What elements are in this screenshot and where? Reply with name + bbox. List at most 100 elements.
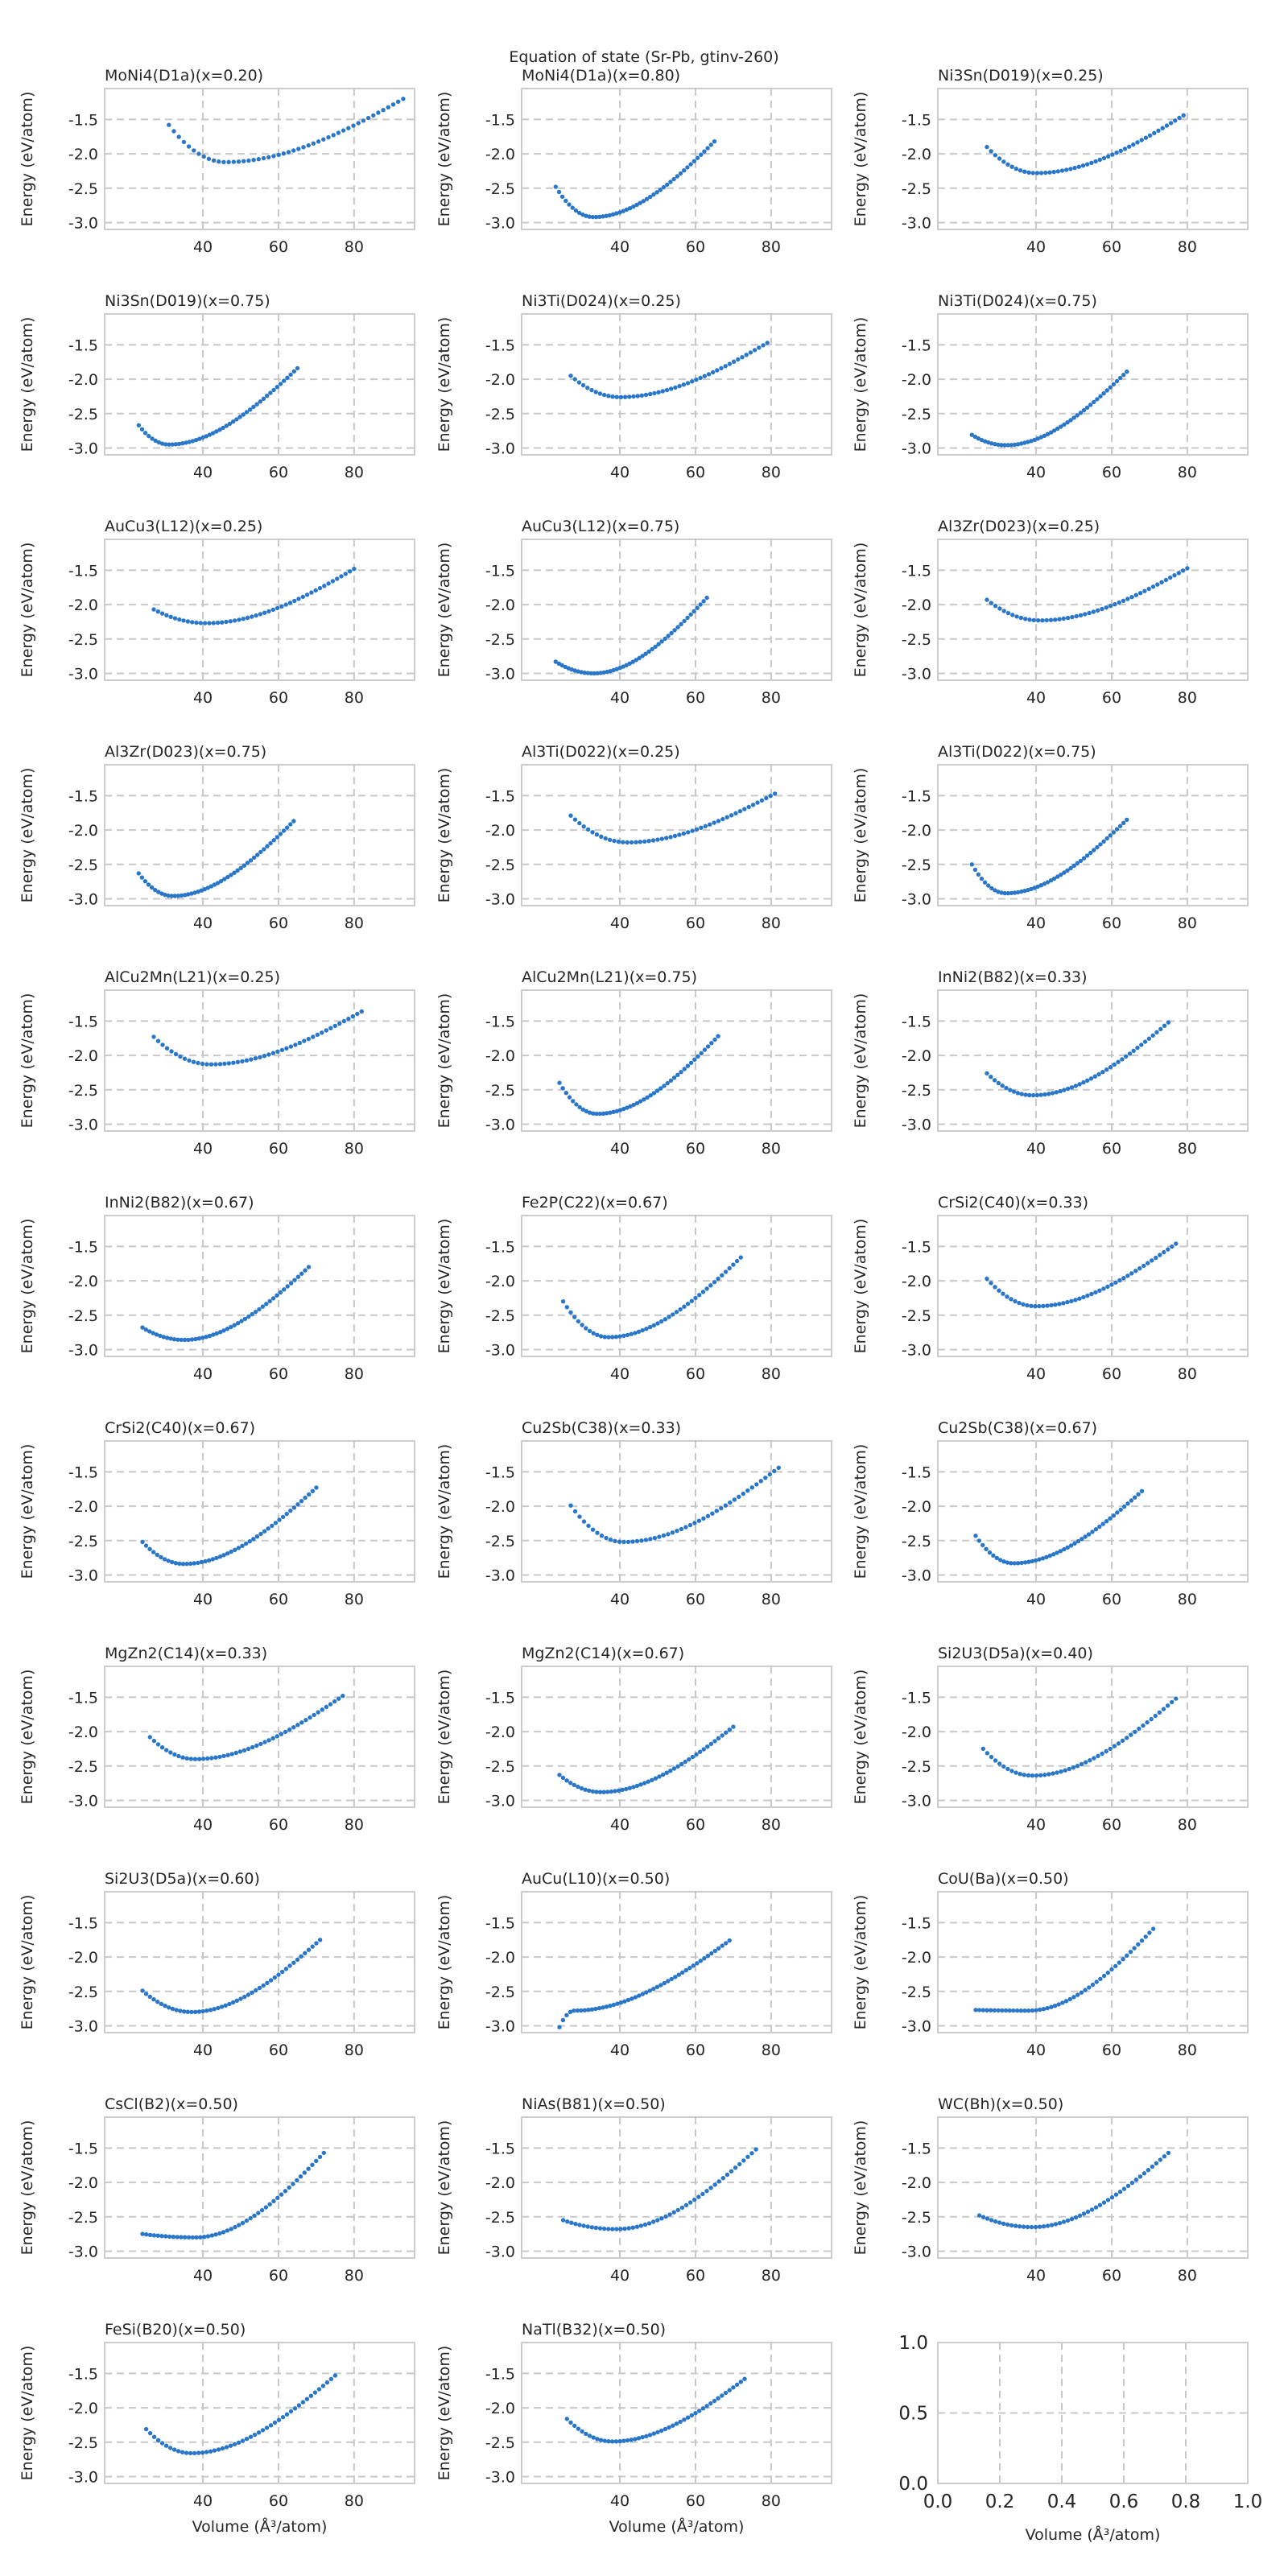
data-point — [296, 597, 301, 601]
data-point — [682, 168, 687, 173]
data-point — [590, 1527, 596, 1532]
data-point — [652, 1535, 658, 1541]
data-point — [685, 1063, 691, 1068]
y-tick-label: -1.5 — [485, 1914, 515, 1932]
data-point — [171, 2447, 177, 2452]
data-point — [1164, 123, 1170, 128]
data-point — [231, 419, 236, 424]
data-point — [221, 425, 225, 431]
data-point — [273, 1521, 279, 1525]
data-point — [1100, 1751, 1104, 1757]
y-tick-label: -2.0 — [902, 597, 931, 614]
data-point — [245, 615, 250, 621]
data-point — [1049, 1302, 1054, 1308]
data-point — [275, 1049, 280, 1055]
data-point — [1098, 842, 1103, 847]
data-point — [993, 1285, 997, 1290]
data-point — [244, 410, 250, 415]
panel-title: CoU(Ba)(x=0.50) — [938, 1870, 1069, 1888]
data-point — [160, 1042, 165, 1047]
x-tick-label: 80 — [1178, 1140, 1197, 1158]
data-point — [278, 1290, 283, 1295]
data-point — [1133, 1495, 1137, 1500]
data-point — [287, 2185, 291, 2190]
data-point — [1098, 1976, 1103, 1981]
data-point — [264, 2425, 270, 2430]
plot-frame — [937, 88, 1249, 230]
data-point — [1012, 442, 1018, 448]
data-point — [1001, 609, 1006, 613]
plot-frame — [104, 989, 415, 1132]
data-point — [1041, 1303, 1046, 1309]
data-point — [292, 2406, 298, 2411]
data-point — [208, 1062, 214, 1067]
y-tick-label: -2.5 — [485, 2434, 515, 2452]
data-point — [605, 1111, 609, 1116]
data-point — [278, 832, 283, 836]
x-tick-label: 80 — [762, 1591, 781, 1608]
data-point — [712, 1739, 717, 1744]
panel-title: Ni3Ti(D024)(x=0.25) — [522, 292, 681, 310]
data-point — [306, 2166, 311, 2171]
data-point — [591, 1331, 596, 1335]
data-point — [1042, 1092, 1047, 1097]
x-tick-label: 80 — [762, 2492, 781, 2510]
y-tick-label: -3.0 — [485, 2468, 515, 2486]
data-point — [170, 2006, 175, 2012]
y-tick-label: -3.0 — [902, 665, 931, 683]
data-point — [683, 2202, 689, 2207]
y-axis-label: Energy (eV/atom) — [19, 1670, 36, 1805]
data-point — [236, 2440, 242, 2445]
data-point — [1051, 1552, 1056, 1557]
data-point — [365, 115, 371, 121]
data-point — [341, 1018, 346, 1024]
data-point — [614, 1108, 619, 1114]
data-point — [1002, 443, 1007, 448]
data-point — [1079, 1761, 1084, 1767]
data-point — [221, 2230, 226, 2235]
data-point — [1125, 1501, 1130, 1506]
data-point — [1027, 617, 1032, 622]
data-point — [1095, 844, 1100, 850]
data-point — [1089, 160, 1094, 165]
data-point — [1090, 1982, 1096, 1988]
eos-panel: 40 60 80-1.5-2.0-2.5-3.0CrSi2(C40)(x=0.67)… — [19, 1419, 415, 1608]
data-point — [147, 2232, 153, 2237]
data-point — [597, 214, 602, 219]
eos-panel: 40 60 80-1.5-2.0-2.5-3.0CrSi2(C40)(x=0.33)… — [852, 1194, 1249, 1383]
data-point — [997, 606, 1002, 611]
data-point — [180, 1562, 186, 1567]
data-point — [690, 379, 695, 384]
data-point — [571, 1099, 576, 1104]
data-point — [553, 184, 558, 189]
data-point — [666, 634, 671, 638]
data-point — [186, 1337, 191, 1343]
data-point — [161, 1335, 166, 1340]
data-point — [700, 1290, 706, 1294]
data-point — [248, 2434, 254, 2439]
data-point — [1019, 1092, 1024, 1096]
data-point — [702, 1956, 707, 1961]
y-tick-label: -2.0 — [485, 1498, 515, 1516]
data-point — [742, 2376, 747, 2381]
data-point — [993, 153, 998, 158]
data-point — [776, 1465, 781, 1471]
data-point — [650, 1777, 654, 1782]
data-point — [210, 431, 216, 436]
plot-frame — [521, 1440, 832, 1583]
data-point — [700, 2191, 705, 2197]
data-point — [651, 2219, 656, 2224]
data-point — [1086, 1532, 1092, 1537]
data-point — [1059, 424, 1063, 429]
data-point — [720, 1943, 724, 1948]
data-point — [659, 2428, 664, 2434]
data-point — [196, 890, 200, 894]
data-point — [143, 1543, 149, 1548]
data-point — [1037, 1557, 1042, 1562]
data-point — [1157, 1710, 1162, 1715]
data-point — [1022, 889, 1027, 894]
data-point — [714, 1509, 719, 1513]
y-tick-label: -3.0 — [902, 890, 931, 908]
data-point — [155, 2000, 160, 2004]
data-point — [256, 2211, 261, 2215]
